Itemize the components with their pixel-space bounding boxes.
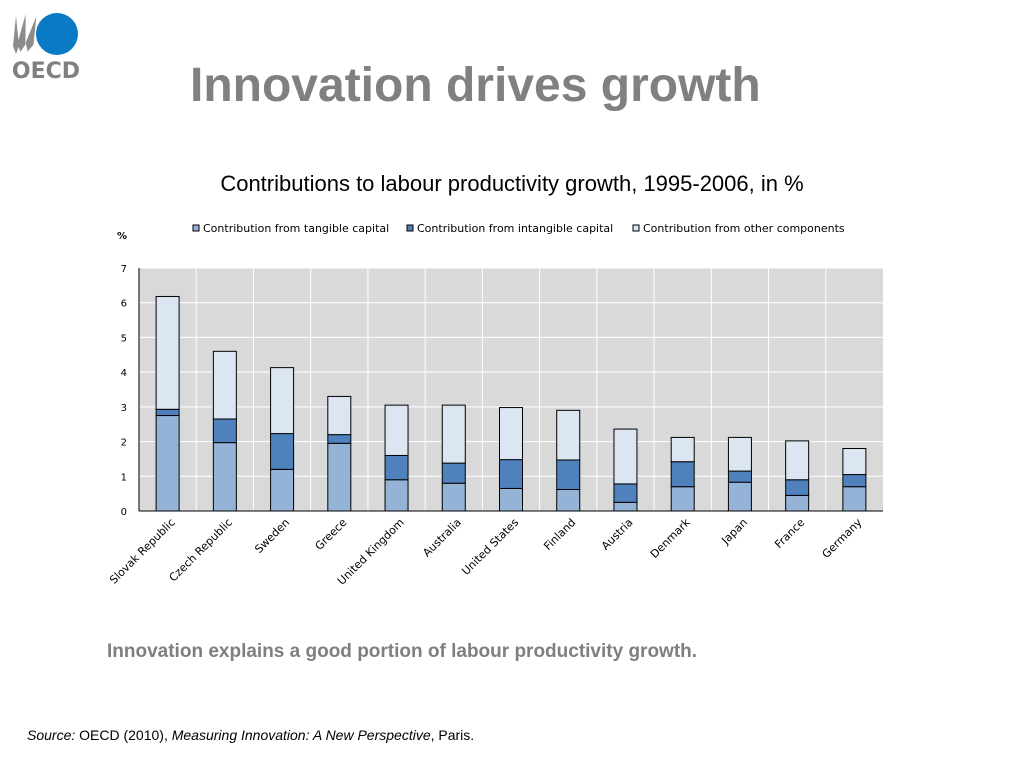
bar-9-2 bbox=[670, 436, 695, 463]
logo-circle bbox=[36, 13, 78, 55]
bar-2-1 bbox=[270, 433, 295, 470]
bar-8-2 bbox=[613, 428, 638, 485]
x-tick-label-3: Greece bbox=[313, 516, 350, 553]
bar-6-1 bbox=[499, 459, 523, 489]
y-tick-label-4: 4 bbox=[121, 368, 127, 379]
x-tick-label-10: Japan bbox=[718, 516, 750, 548]
bar-8-1 bbox=[613, 483, 638, 503]
bar-7-2 bbox=[556, 409, 581, 461]
bar-9-0 bbox=[670, 486, 695, 512]
y-tick-label-5: 5 bbox=[121, 333, 127, 344]
bar-4-2 bbox=[384, 404, 409, 456]
x-tick-label-9: Denmark bbox=[648, 515, 693, 560]
y-tick-label-1: 1 bbox=[121, 472, 127, 483]
bar-8-0 bbox=[613, 501, 638, 512]
bar-0-0 bbox=[155, 415, 180, 512]
bar-12-1 bbox=[842, 474, 867, 488]
bar-1-2 bbox=[212, 350, 237, 420]
legend-swatch-1 bbox=[406, 224, 414, 232]
bar-11-2 bbox=[785, 440, 810, 481]
bar-10-2 bbox=[727, 436, 752, 472]
legend-swatch-0 bbox=[192, 224, 200, 232]
y-tick-label-7: 7 bbox=[121, 264, 127, 275]
bar-4-1 bbox=[384, 454, 409, 481]
bar-9-1 bbox=[670, 461, 695, 488]
bar-7-1 bbox=[556, 459, 581, 490]
bar-5-1 bbox=[441, 462, 466, 484]
x-tick-label-5: Australia bbox=[420, 516, 464, 560]
bar-2-0 bbox=[270, 468, 295, 512]
legend-swatch-2 bbox=[632, 224, 640, 232]
bar-0-1 bbox=[155, 408, 180, 417]
chart-title: Contributions to labour productivity gro… bbox=[220, 171, 804, 196]
x-tick-label-11: France bbox=[772, 516, 807, 551]
bar-3-0 bbox=[327, 442, 352, 512]
legend-label-0: Contribution from tangible capital bbox=[203, 222, 389, 235]
x-tick-label-2: Sweden bbox=[252, 516, 292, 556]
oecd-logo-mark: OECD bbox=[12, 13, 80, 84]
legend-label-1: Contribution from intangible capital bbox=[417, 222, 613, 235]
y-axis-unit: % bbox=[117, 231, 127, 242]
source-publication: Measuring Innovation: A New Perspective bbox=[171, 727, 431, 743]
bar-12-2 bbox=[842, 448, 867, 476]
oecd-logo: OECD bbox=[10, 10, 82, 84]
bar-0-2 bbox=[155, 295, 180, 410]
y-tick-label-3: 3 bbox=[121, 403, 127, 414]
source-note: Source: OECD (2010), Measuring Innovatio… bbox=[27, 727, 474, 743]
bar-10-1 bbox=[727, 470, 752, 483]
legend-label-2: Contribution from other components bbox=[643, 222, 845, 235]
bar-7-0 bbox=[556, 488, 581, 512]
bar-1-1 bbox=[212, 418, 237, 444]
y-tick-label-2: 2 bbox=[121, 438, 127, 449]
bar-1-0 bbox=[212, 442, 237, 512]
bar-4-0 bbox=[384, 479, 409, 512]
source-text-2: , Paris. bbox=[430, 727, 475, 743]
x-tick-label-12: Germany bbox=[820, 516, 865, 561]
slide-subtitle: Innovation explains a good portion of la… bbox=[107, 641, 698, 662]
bar-12-0 bbox=[842, 486, 867, 512]
bar-5-2 bbox=[441, 404, 466, 464]
y-tick-label-0: 0 bbox=[121, 507, 127, 518]
bar-10-0 bbox=[727, 481, 752, 512]
x-tick-label-6: United States bbox=[459, 516, 521, 578]
y-tick-label-6: 6 bbox=[121, 299, 127, 310]
bar-3-1 bbox=[327, 434, 352, 444]
bar-2-2 bbox=[270, 367, 295, 435]
x-tick-label-8: Austria bbox=[599, 516, 636, 553]
bar-6-0 bbox=[499, 487, 523, 512]
bar-5-0 bbox=[441, 482, 466, 512]
source-text-1: OECD (2010), bbox=[75, 727, 172, 743]
source-label: Source: bbox=[27, 727, 76, 743]
chart: 0 1 2 3 4 5 6 7% Contribution from tangible capi… bbox=[107, 222, 883, 588]
logo-text: OECD bbox=[12, 59, 80, 82]
x-tick-label-1: Czech Republic bbox=[167, 516, 235, 584]
bar-11-0 bbox=[785, 494, 810, 512]
page-title: Innovation drives growth bbox=[190, 59, 761, 112]
bar-11-1 bbox=[785, 479, 810, 496]
bar-6-2 bbox=[499, 407, 523, 461]
x-tick-label-7: Finland bbox=[541, 516, 578, 553]
bar-3-2 bbox=[327, 395, 352, 436]
